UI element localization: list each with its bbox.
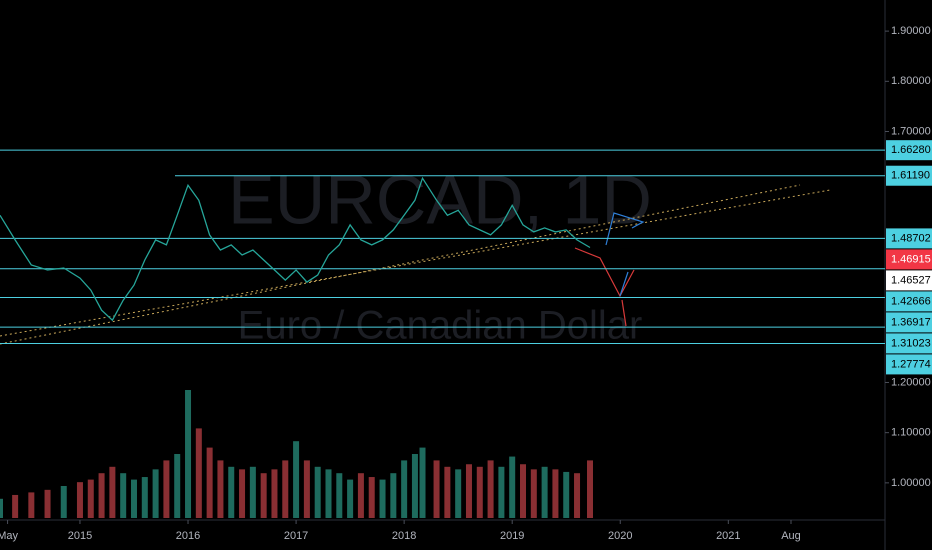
volume-bar bbox=[465, 464, 472, 518]
price-label: 1.46915 bbox=[891, 253, 931, 265]
volume-bar bbox=[401, 460, 408, 518]
price-label: 1.31023 bbox=[891, 337, 931, 349]
volume-bar bbox=[587, 460, 593, 518]
trendline bbox=[0, 184, 801, 345]
trendline bbox=[0, 189, 831, 337]
price-label-box bbox=[886, 270, 932, 291]
volume-bar bbox=[498, 466, 505, 518]
volume-bar bbox=[411, 454, 418, 518]
volume-bar bbox=[174, 454, 181, 518]
price-label: 1.61190 bbox=[891, 170, 930, 182]
volume-bar bbox=[379, 479, 386, 518]
y-tick-label: 1.70000 bbox=[891, 125, 931, 137]
volume-bar bbox=[228, 466, 235, 518]
x-tick-label: 2015 bbox=[68, 530, 92, 542]
watermark-title: EURCAD, 1D bbox=[228, 160, 652, 238]
volume-bar bbox=[476, 466, 483, 518]
price-label: 1.27774 bbox=[891, 358, 931, 370]
price-label-box bbox=[886, 228, 932, 249]
volume-bar bbox=[530, 469, 537, 518]
volume-bar bbox=[60, 486, 67, 518]
volume-bar bbox=[130, 479, 137, 518]
volume-bar bbox=[152, 469, 159, 518]
y-tick-label: 1.00000 bbox=[891, 477, 931, 489]
y-tick-label: 1.10000 bbox=[891, 427, 931, 439]
price-label-box bbox=[886, 140, 932, 161]
volume-bar bbox=[390, 473, 397, 518]
x-tick-label: 2018 bbox=[392, 530, 416, 542]
price-label-box bbox=[886, 312, 932, 333]
price-label: 1.42666 bbox=[891, 295, 931, 307]
volume-bar bbox=[520, 464, 527, 518]
volume-bar bbox=[541, 466, 548, 518]
volume-bar bbox=[217, 460, 224, 518]
volume-bar bbox=[552, 469, 559, 518]
volume-bar bbox=[239, 469, 246, 518]
y-tick-label: 1.20000 bbox=[891, 376, 931, 388]
volume-bar bbox=[455, 469, 462, 518]
volume-bar bbox=[0, 498, 3, 518]
volume-bar bbox=[314, 466, 321, 518]
x-tick-label: 2016 bbox=[176, 530, 200, 542]
volume-bar bbox=[120, 473, 127, 518]
price-label-box bbox=[886, 333, 932, 354]
volume-bar bbox=[303, 460, 310, 518]
projection-arrow bbox=[605, 212, 645, 246]
volume-bar bbox=[163, 460, 170, 518]
volume-bar bbox=[487, 460, 494, 518]
x-tick-label: 2017 bbox=[284, 530, 308, 542]
volume-bar bbox=[563, 471, 570, 518]
price-label: 1.46527 bbox=[891, 274, 931, 286]
volume-bar bbox=[98, 473, 105, 518]
volume-bar bbox=[141, 477, 148, 518]
volume-bar bbox=[271, 469, 278, 518]
volume-bar bbox=[12, 494, 19, 518]
volume-bar bbox=[336, 473, 343, 518]
volume-bar bbox=[419, 447, 426, 518]
y-tick-label: 1.90000 bbox=[891, 25, 931, 37]
volume-bar bbox=[574, 473, 581, 518]
volume-bar bbox=[433, 460, 440, 518]
volume-bar bbox=[195, 428, 202, 518]
price-line bbox=[0, 176, 591, 322]
price-label-box bbox=[886, 291, 932, 312]
x-tick-label: May bbox=[0, 530, 18, 542]
volume-bar bbox=[260, 473, 267, 518]
y-tick-label: 1.80000 bbox=[891, 75, 931, 87]
volume-bar bbox=[185, 390, 192, 518]
volume-bar bbox=[357, 473, 364, 518]
price-label: 1.36917 bbox=[891, 316, 931, 328]
price-label: 1.66280 bbox=[891, 144, 931, 156]
volume-bar bbox=[44, 489, 51, 518]
volume-bar bbox=[87, 479, 94, 518]
projection-arrow bbox=[619, 271, 629, 297]
projection-arrow bbox=[574, 247, 635, 298]
volume-bar bbox=[509, 456, 516, 518]
volume-bar bbox=[368, 477, 375, 518]
x-tick-label: 2020 bbox=[608, 530, 632, 542]
x-tick-label: 2019 bbox=[500, 530, 524, 542]
x-tick-label: Aug bbox=[781, 530, 801, 542]
volume-bar bbox=[347, 479, 354, 518]
volume-bar bbox=[293, 441, 300, 518]
price-label-box bbox=[886, 249, 932, 270]
volume-bar bbox=[206, 447, 213, 518]
watermark-subtitle: Euro / Canadian Dollar bbox=[238, 304, 643, 348]
volume-bar bbox=[325, 469, 332, 518]
volume-bar bbox=[76, 482, 83, 518]
price-label: 1.48702 bbox=[891, 232, 931, 244]
price-label-box bbox=[886, 354, 932, 375]
volume-bar bbox=[249, 466, 256, 518]
volume-bar bbox=[28, 492, 35, 518]
projection-arrow bbox=[621, 299, 627, 327]
x-tick-label: 2021 bbox=[716, 530, 740, 542]
price-label-box bbox=[886, 165, 932, 186]
volume-bar bbox=[444, 466, 451, 518]
volume-bar bbox=[282, 460, 289, 518]
volume-bar bbox=[109, 466, 116, 518]
